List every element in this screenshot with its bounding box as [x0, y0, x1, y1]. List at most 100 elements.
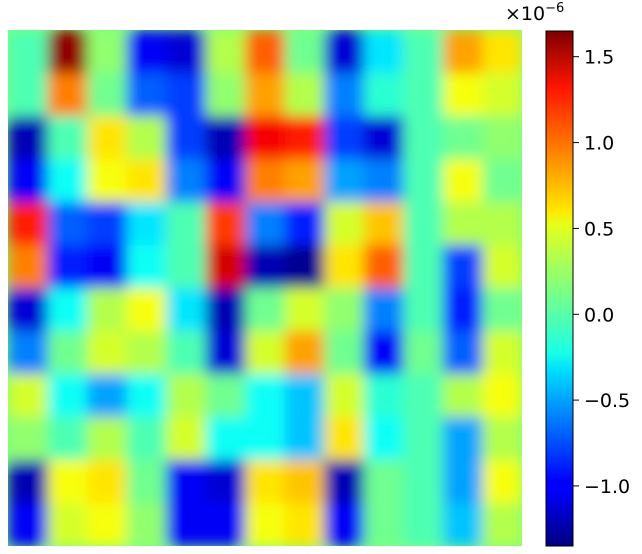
heatmap-cell — [205, 374, 246, 418]
heatmap-cell — [442, 202, 484, 246]
heatmap-cell — [87, 374, 128, 418]
heatmap-cell — [245, 159, 286, 203]
heatmap-cell — [8, 245, 49, 289]
heatmap-cell — [126, 30, 167, 74]
heatmap-cell — [205, 245, 246, 289]
heatmap-cell — [245, 331, 286, 375]
heatmap-cell — [166, 245, 207, 289]
heatmap-cell — [126, 73, 167, 117]
heatmap-cell — [8, 30, 49, 74]
heatmap-cell — [205, 73, 246, 117]
heatmap-cell — [403, 73, 444, 117]
heatmap-cell — [8, 374, 49, 418]
heatmap-cell — [363, 331, 404, 375]
heatmap-cell — [284, 159, 325, 203]
heatmap-cell — [363, 460, 404, 504]
heatmap-cell — [482, 30, 522, 74]
heatmap-cell — [403, 202, 444, 246]
heatmap-cell — [245, 417, 286, 461]
heatmap-cell — [442, 503, 484, 546]
heatmap-cell — [284, 503, 325, 546]
colorbar-ticks: −1.0 −0.5 0.0 0.5 1.0 1.5 — [573, 47, 630, 498]
heatmap-cell — [284, 417, 325, 461]
heatmap-cell — [482, 116, 522, 160]
heatmap-cell — [403, 288, 444, 332]
heatmap-cell — [482, 331, 522, 375]
heatmap-cell — [442, 245, 484, 289]
heatmap-cell — [47, 73, 88, 117]
heatmap-cell — [442, 288, 484, 332]
heatmap-cell — [284, 288, 325, 332]
heatmap-cell — [205, 503, 246, 546]
heatmap-cell — [324, 245, 365, 289]
heatmap-cell — [482, 288, 522, 332]
heatmap-cells — [8, 30, 522, 546]
colorbar-offset-label: ×10−6 — [505, 1, 564, 25]
colorbar-tick-label: 0.5 — [584, 218, 614, 240]
heatmap-cell — [8, 288, 49, 332]
heatmap-cell — [324, 417, 365, 461]
heatmap-cell — [166, 331, 207, 375]
heatmap-cell — [47, 460, 88, 504]
heatmap-cell — [482, 374, 522, 418]
heatmap-cell — [482, 460, 522, 504]
heatmap-cell — [47, 417, 88, 461]
heatmap-cell — [8, 202, 49, 246]
heatmap-cell — [87, 417, 128, 461]
heatmap-cell — [166, 374, 207, 418]
heatmap-cell — [205, 202, 246, 246]
heatmap-cell — [205, 460, 246, 504]
heatmap-cell — [245, 73, 286, 117]
heatmap-cell — [126, 503, 167, 546]
heatmap-cell — [47, 202, 88, 246]
heatmap-cell — [166, 73, 207, 117]
heatmap-cell — [363, 417, 404, 461]
colorbar-tick-label: 1.0 — [584, 133, 614, 155]
heatmap-cell — [403, 417, 444, 461]
heatmap-cell — [87, 30, 128, 74]
heatmap-cell — [166, 159, 207, 203]
heatmap-cell — [442, 417, 484, 461]
heatmap-cell — [126, 202, 167, 246]
heatmap-cell — [166, 202, 207, 246]
heatmap-cell — [126, 417, 167, 461]
heatmap-cell — [47, 288, 88, 332]
heatmap-cell — [284, 245, 325, 289]
heatmap-cell — [205, 288, 246, 332]
heatmap-cell — [126, 288, 167, 332]
heatmap-cell — [442, 30, 484, 74]
heatmap-cell — [245, 202, 286, 246]
colorbar-tick-label: 0.0 — [584, 304, 614, 326]
heatmap-cell — [47, 159, 88, 203]
colorbar-tick-label: −1.0 — [584, 476, 630, 498]
heatmap-cell — [87, 116, 128, 160]
heatmap-plot-area — [8, 30, 522, 546]
heatmap-cell — [482, 202, 522, 246]
heatmap-cell — [442, 460, 484, 504]
heatmap-cell — [403, 116, 444, 160]
heatmap-cell — [403, 245, 444, 289]
heatmap-cell — [284, 116, 325, 160]
heatmap-cell — [324, 288, 365, 332]
heatmap-cell — [47, 116, 88, 160]
heatmap-cell — [8, 331, 49, 375]
heatmap-cell — [166, 116, 207, 160]
heatmap-cell — [403, 30, 444, 74]
heatmap-cell — [245, 503, 286, 546]
heatmap-cell — [324, 202, 365, 246]
heatmap-cell — [205, 30, 246, 74]
heatmap-cell — [8, 460, 49, 504]
heatmap-cell — [205, 417, 246, 461]
heatmap-cell — [324, 30, 365, 74]
heatmap-cell — [87, 288, 128, 332]
heatmap-cell — [403, 460, 444, 504]
heatmap-cell — [442, 159, 484, 203]
heatmap-cell — [205, 116, 246, 160]
heatmap-cell — [126, 460, 167, 504]
heatmap-cell — [482, 159, 522, 203]
heatmap-cell — [166, 30, 207, 74]
heatmap-cell — [482, 73, 522, 117]
heatmap-cell — [363, 503, 404, 546]
heatmap-cell — [363, 30, 404, 74]
heatmap-cell — [8, 73, 49, 117]
